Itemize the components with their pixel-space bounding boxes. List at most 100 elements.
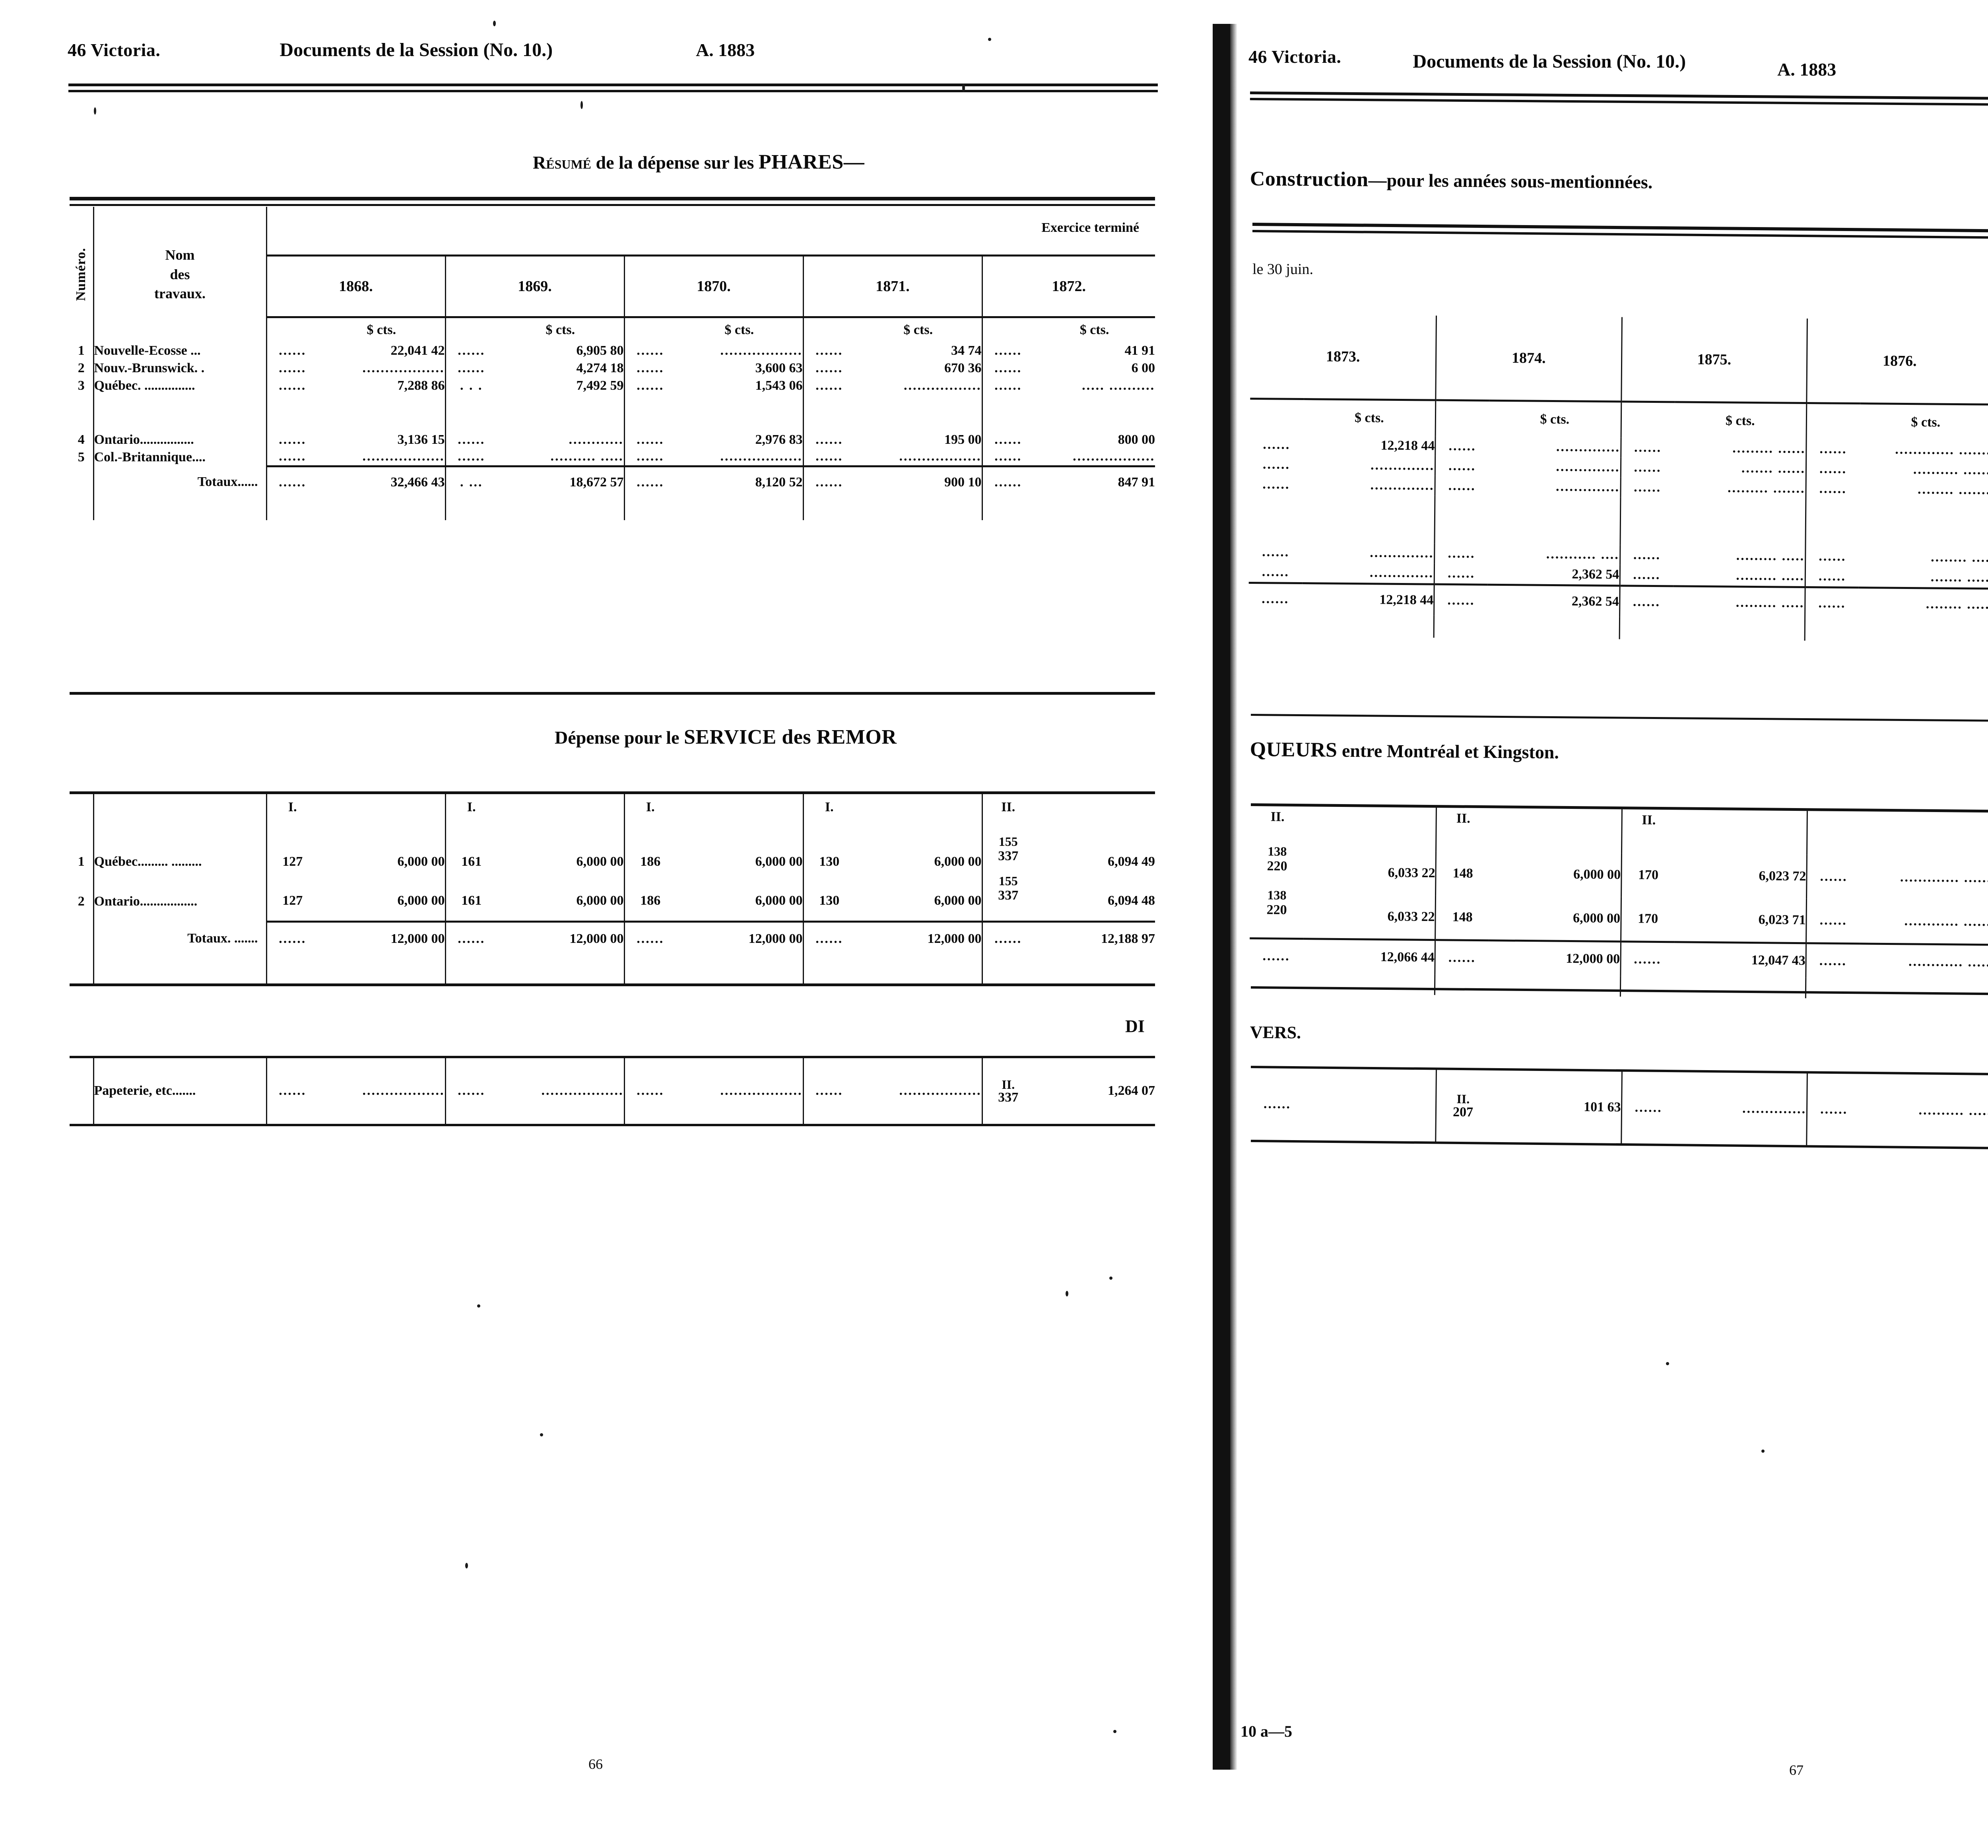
spacer-row <box>70 956 1155 984</box>
table-row: 1 Québec......... ......... 127 6,000 00… <box>70 835 1155 882</box>
total-1874: 2,362 54 <box>1487 585 1620 617</box>
row-name: Ontario................ <box>93 431 267 449</box>
table-construction: 1873. 1874. 1875. 1876. 1877. Total pour… <box>1248 314 1988 645</box>
right-running-head: 46 Victoria. Documents de la Session (No… <box>1248 46 1988 80</box>
caption-vers-text: VERS. <box>1250 1022 1301 1043</box>
right-head-rule <box>1250 91 1988 109</box>
class-count-line-1: II. <box>1002 1077 1015 1092</box>
class-label-3: II. <box>1621 809 1675 854</box>
left-runhead-regnal-year: 46 Victoria. <box>68 40 161 60</box>
class-label-3: I. <box>623 794 676 842</box>
amount-3: 6,000 00 <box>676 882 804 921</box>
left-runhead-session-year: A. 1883 <box>696 40 755 60</box>
cell-1871: .................. <box>855 449 983 466</box>
nom-travaux-line-3: travaux. <box>154 286 206 302</box>
scan-speck <box>1066 1291 1068 1296</box>
caption-construction-rest: —pour les années sous-mentionnées. <box>1368 170 1653 192</box>
count-2: 148 <box>1435 895 1489 941</box>
total-1: 12,066 44 <box>1303 939 1435 975</box>
amount-1: 6,033 22 <box>1303 894 1436 940</box>
cell-1873: .............. <box>1302 562 1435 585</box>
vers-amount: 101 63 <box>1489 1070 1622 1143</box>
count-3: 186 <box>623 842 676 882</box>
class-label-5: II. <box>981 794 1034 842</box>
amount-1: 6,000 00 <box>318 842 446 882</box>
left-page-number: 66 <box>588 1756 603 1772</box>
amount-3: 6,023 71 <box>1674 897 1807 943</box>
total-5: 12,188 97 <box>1034 920 1155 956</box>
currency-header-1876: $ cts. <box>1860 403 1988 441</box>
cell-1868: 3,136 15 <box>318 431 446 449</box>
cell-1871: 34 74 <box>855 342 983 359</box>
cell-empty-1: .................. <box>318 1058 446 1124</box>
cell-1873: 12,218 44 <box>1303 435 1436 456</box>
cell-1875: ......... ....... <box>1674 478 1806 499</box>
year-header-1875: 1875. <box>1621 317 1807 403</box>
left-caption-remorqueurs: Dépense pour le SERVICE des REMOR <box>555 725 897 749</box>
cell-1875: ......... ..... <box>1673 545 1806 566</box>
table-papeterie-top-rule <box>70 1056 1155 1058</box>
count-5-line-1: 155 <box>998 834 1018 849</box>
cell-1868: .................. <box>318 359 446 377</box>
cell-1872: 800 00 <box>1118 432 1155 447</box>
table-papeterie-bottom-rule <box>70 1124 1155 1126</box>
class-count: II. 207 <box>1435 1070 1490 1142</box>
cell-1870: 1,543 06 <box>676 377 804 394</box>
exercice-termine-header: Exercice terminé <box>1041 220 1140 235</box>
count-3: 170 <box>1621 897 1675 942</box>
count-5-line-1: 155 <box>998 873 1018 888</box>
table-papeterie: Papeterie, etc....... ...... ...........… <box>70 1058 1155 1124</box>
cell-1874: 2,362 54 <box>1487 564 1620 586</box>
scan-speck <box>580 101 583 109</box>
year-header-1869: 1869. <box>445 255 625 317</box>
cell-1872: ..... .......... <box>1082 378 1155 393</box>
table-row: 1 Nouvelle-Ecosse ... ...... 22,041 42 .… <box>70 342 1155 359</box>
cell-empty-2: .................. <box>497 1058 625 1124</box>
nom-travaux-line-2: des <box>170 266 190 282</box>
total-1875: ......... ..... <box>1673 586 1806 618</box>
caption-resume-word: Résumé <box>533 152 592 173</box>
table-remorqueurs-classheader: I. I. I. I. II. <box>70 794 1155 842</box>
caption-phares-word: PHARES— <box>758 151 865 173</box>
count-3: 186 <box>623 882 676 921</box>
table-phares-bottom-rule <box>70 692 1155 695</box>
left-caption-phares: Résumé de la dépense sur les PHARES— <box>533 150 864 174</box>
cell-1874: .............. <box>1489 436 1621 458</box>
scan-speck <box>477 1304 480 1308</box>
amount-2: 6,000 00 <box>497 842 625 882</box>
total-3: 12,000 00 <box>676 920 804 956</box>
totals-label: Totaux...... <box>93 466 267 498</box>
class-count-1-line-2: 220 <box>1267 859 1287 874</box>
total-1868: 32,466 43 <box>318 465 446 498</box>
year-header-1870: 1870. <box>623 255 804 317</box>
table-phares-header-currency: $ cts. $ cts. $ cts. $ cts. $ cts. <box>70 316 1155 342</box>
caption-di-text: DI <box>1125 1016 1145 1036</box>
currency-header-1869: $ cts. <box>497 316 625 342</box>
row-name: Papeterie, etc....... <box>93 1058 267 1124</box>
year-header-1876: 1876. <box>1806 318 1988 405</box>
table-construction-top-rule-2 <box>1252 230 1988 242</box>
currency-header-1870: $ cts. <box>676 316 804 342</box>
currency-header-1871: $ cts. <box>855 316 983 342</box>
scan-speck <box>962 84 965 92</box>
cell-1871: ................. <box>855 377 983 394</box>
row-number: 1 <box>70 342 94 359</box>
count-5-line-2: 337 <box>998 849 1019 863</box>
scan-speck <box>1109 1277 1112 1280</box>
class-count-1: 138 220 <box>1250 888 1304 939</box>
right-subnote-30juin: le 30 juin. <box>1252 261 1314 278</box>
row-name: Québec. ............... <box>93 377 267 394</box>
row-number: 2 <box>70 882 94 921</box>
cell-1871: 195 00 <box>855 431 983 449</box>
cell-1868: 22,041 42 <box>318 342 446 359</box>
year-header-1868: 1868. <box>266 255 446 317</box>
cell-1869: 6,905 80 <box>497 342 625 359</box>
cell-1870: 2,976 83 <box>676 431 804 449</box>
cell-1869: 7,492 59 <box>497 377 625 394</box>
cell-1870: .................. <box>676 342 804 359</box>
currency-header-1875: $ cts. <box>1674 402 1807 439</box>
year-header-1871: 1871. <box>802 255 983 317</box>
row-number: 1 <box>70 842 94 882</box>
class-count-line-2: 337 <box>998 1090 1019 1105</box>
cell-1876: ........ ....... <box>1859 479 1988 500</box>
